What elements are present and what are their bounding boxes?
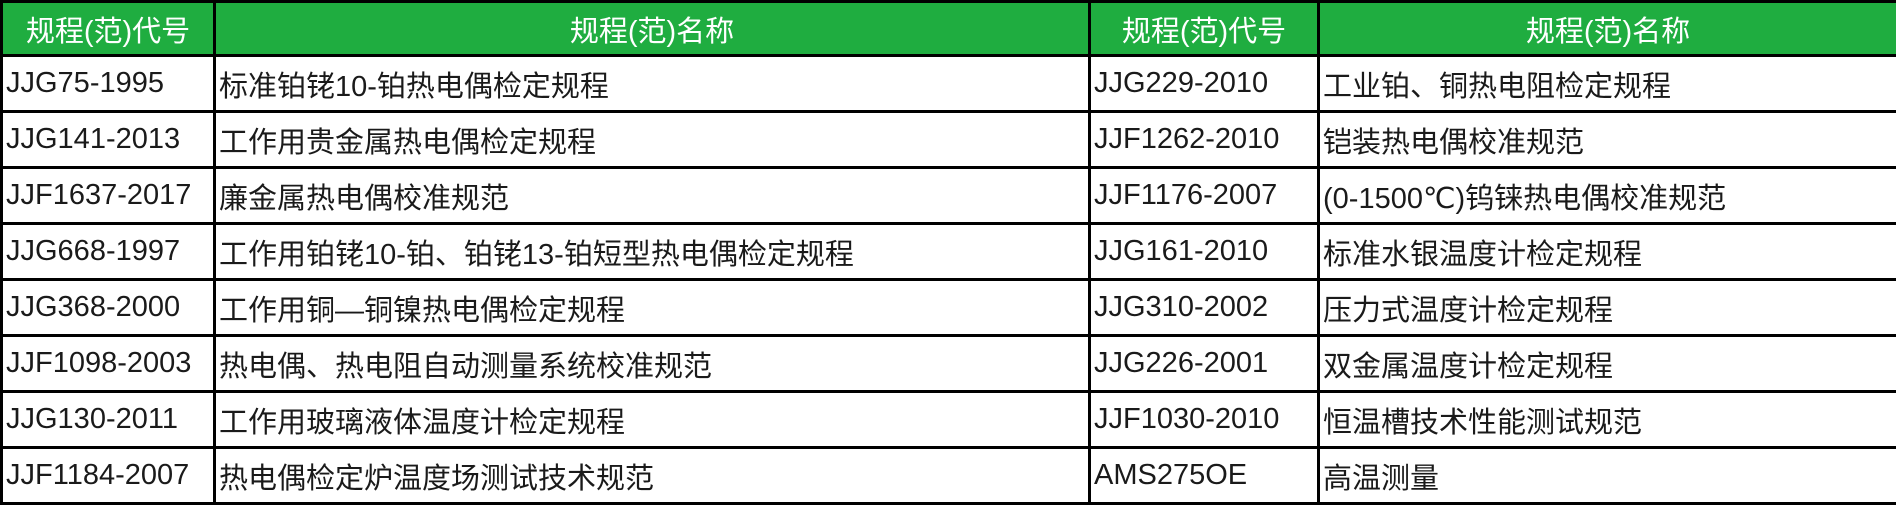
- code-cell: JJF1098-2003: [0, 334, 216, 393]
- name-cell: 工作用贵金属热电偶检定规程: [213, 110, 1091, 169]
- code-cell: JJG141-2013: [0, 110, 216, 169]
- name-cell: 标准铂铑10-铂热电偶检定规程: [213, 54, 1091, 113]
- name-cell: 工业铂、铜热电阻检定规程: [1317, 54, 1896, 113]
- table-row: JJG141-2013 工作用贵金属热电偶检定规程 JJF1262-2010 铠…: [0, 110, 1896, 169]
- code-cell: JJG229-2010: [1088, 54, 1320, 113]
- name-cell: 工作用铜—铜镍热电偶检定规程: [213, 278, 1091, 337]
- table-row: JJG368-2000 工作用铜—铜镍热电偶检定规程 JJG310-2002 压…: [0, 278, 1896, 337]
- table-row: JJF1637-2017 廉金属热电偶校准规范 JJF1176-2007 (0-…: [0, 166, 1896, 225]
- code-cell: JJF1184-2007: [0, 446, 216, 505]
- table-header: 规程(范)代号 规程(范)名称 规程(范)代号 规程(范)名称: [0, 0, 1896, 57]
- code-cell: AMS275OE: [1088, 446, 1320, 505]
- name-cell: 热电偶、热电阻自动测量系统校准规范: [213, 334, 1091, 393]
- code-cell: JJF1030-2010: [1088, 390, 1320, 449]
- name-cell: 铠装热电偶校准规范: [1317, 110, 1896, 169]
- code-cell: JJF1176-2007: [1088, 166, 1320, 225]
- header-name-left: 规程(范)名称: [213, 0, 1091, 57]
- code-cell: JJG130-2011: [0, 390, 216, 449]
- name-cell: 标准水银温度计检定规程: [1317, 222, 1896, 281]
- name-cell: 工作用玻璃液体温度计检定规程: [213, 390, 1091, 449]
- name-cell: (0-1500℃)钨铼热电偶校准规范: [1317, 166, 1896, 225]
- code-cell: JJG310-2002: [1088, 278, 1320, 337]
- name-cell: 压力式温度计检定规程: [1317, 278, 1896, 337]
- code-cell: JJG668-1997: [0, 222, 216, 281]
- table-row: JJF1184-2007 热电偶检定炉温度场测试技术规范 AMS275OE 高温…: [0, 446, 1896, 505]
- name-cell: 廉金属热电偶校准规范: [213, 166, 1091, 225]
- name-cell: 热电偶检定炉温度场测试技术规范: [213, 446, 1091, 505]
- code-cell: JJG226-2001: [1088, 334, 1320, 393]
- header-code-right: 规程(范)代号: [1088, 0, 1320, 57]
- table-row: JJG75-1995 标准铂铑10-铂热电偶检定规程 JJG229-2010 工…: [0, 54, 1896, 113]
- code-cell: JJG161-2010: [1088, 222, 1320, 281]
- table-row: JJG130-2011 工作用玻璃液体温度计检定规程 JJF1030-2010 …: [0, 390, 1896, 449]
- table-body: JJG75-1995 标准铂铑10-铂热电偶检定规程 JJG229-2010 工…: [0, 54, 1896, 505]
- name-cell: 高温测量: [1317, 446, 1896, 505]
- code-cell: JJF1637-2017: [0, 166, 216, 225]
- name-cell: 恒温槽技术性能测试规范: [1317, 390, 1896, 449]
- code-cell: JJG75-1995: [0, 54, 216, 113]
- name-cell: 工作用铂铑10-铂、铂铑13-铂短型热电偶检定规程: [213, 222, 1091, 281]
- table-row: JJG668-1997 工作用铂铑10-铂、铂铑13-铂短型热电偶检定规程 JJ…: [0, 222, 1896, 281]
- header-row: 规程(范)代号 规程(范)名称 规程(范)代号 规程(范)名称: [0, 0, 1896, 57]
- table-row: JJF1098-2003 热电偶、热电阻自动测量系统校准规范 JJG226-20…: [0, 334, 1896, 393]
- code-cell: JJG368-2000: [0, 278, 216, 337]
- header-name-right: 规程(范)名称: [1317, 0, 1896, 57]
- header-code-left: 规程(范)代号: [0, 0, 216, 57]
- code-cell: JJF1262-2010: [1088, 110, 1320, 169]
- name-cell: 双金属温度计检定规程: [1317, 334, 1896, 393]
